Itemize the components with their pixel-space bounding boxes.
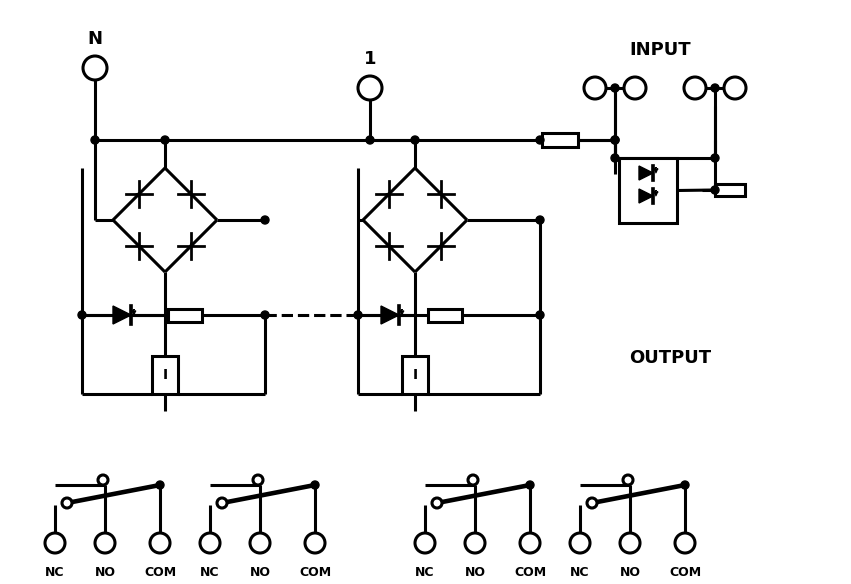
Circle shape <box>156 481 164 489</box>
Circle shape <box>91 136 99 144</box>
Circle shape <box>305 533 325 553</box>
Circle shape <box>724 77 746 99</box>
Text: NC: NC <box>200 565 220 579</box>
Circle shape <box>536 311 544 319</box>
Circle shape <box>432 498 442 508</box>
Bar <box>402 356 428 394</box>
Text: NO: NO <box>620 565 641 579</box>
Circle shape <box>711 186 719 194</box>
Circle shape <box>465 533 485 553</box>
Circle shape <box>78 311 86 319</box>
Bar <box>168 308 202 322</box>
Text: NC: NC <box>45 565 65 579</box>
Circle shape <box>675 533 695 553</box>
Circle shape <box>611 84 619 92</box>
Circle shape <box>45 533 65 553</box>
Polygon shape <box>639 189 653 203</box>
Bar <box>152 356 178 394</box>
Bar <box>619 158 677 223</box>
Text: 1: 1 <box>363 50 376 68</box>
Circle shape <box>253 475 263 485</box>
Circle shape <box>587 498 597 508</box>
Text: COM: COM <box>299 565 331 579</box>
Bar <box>715 184 745 196</box>
Circle shape <box>526 481 534 489</box>
Circle shape <box>161 136 169 144</box>
Circle shape <box>150 533 170 553</box>
Circle shape <box>468 475 478 485</box>
Text: OUTPUT: OUTPUT <box>629 349 711 367</box>
Circle shape <box>611 136 619 144</box>
Circle shape <box>261 216 269 224</box>
Text: NO: NO <box>94 565 116 579</box>
Circle shape <box>354 311 362 319</box>
Circle shape <box>311 481 319 489</box>
Circle shape <box>98 475 108 485</box>
Circle shape <box>684 77 706 99</box>
Circle shape <box>624 77 646 99</box>
Text: N: N <box>88 30 102 48</box>
Circle shape <box>620 533 640 553</box>
Polygon shape <box>381 306 399 324</box>
Circle shape <box>681 481 689 489</box>
Circle shape <box>570 533 590 553</box>
Circle shape <box>358 76 382 100</box>
Bar <box>428 308 462 322</box>
Text: I: I <box>163 368 168 382</box>
Circle shape <box>95 533 115 553</box>
Text: COM: COM <box>669 565 701 579</box>
Circle shape <box>536 136 544 144</box>
Circle shape <box>415 533 435 553</box>
Circle shape <box>261 311 269 319</box>
Text: COM: COM <box>144 565 176 579</box>
Circle shape <box>217 498 227 508</box>
Circle shape <box>584 77 606 99</box>
Circle shape <box>411 136 419 144</box>
Text: I: I <box>413 368 418 382</box>
Circle shape <box>711 84 719 92</box>
Polygon shape <box>113 306 131 324</box>
Circle shape <box>250 533 270 553</box>
Circle shape <box>536 216 544 224</box>
Text: NO: NO <box>465 565 486 579</box>
Circle shape <box>611 136 619 144</box>
Circle shape <box>366 136 374 144</box>
Circle shape <box>520 533 540 553</box>
Text: COM: COM <box>514 565 546 579</box>
Text: NC: NC <box>570 565 590 579</box>
Bar <box>542 133 578 147</box>
Text: NO: NO <box>249 565 271 579</box>
Circle shape <box>83 56 107 80</box>
Text: NC: NC <box>415 565 435 579</box>
Circle shape <box>711 154 719 162</box>
Polygon shape <box>639 166 653 180</box>
Circle shape <box>623 475 633 485</box>
Circle shape <box>200 533 220 553</box>
Circle shape <box>62 498 72 508</box>
Text: INPUT: INPUT <box>629 41 691 59</box>
Circle shape <box>611 154 619 162</box>
